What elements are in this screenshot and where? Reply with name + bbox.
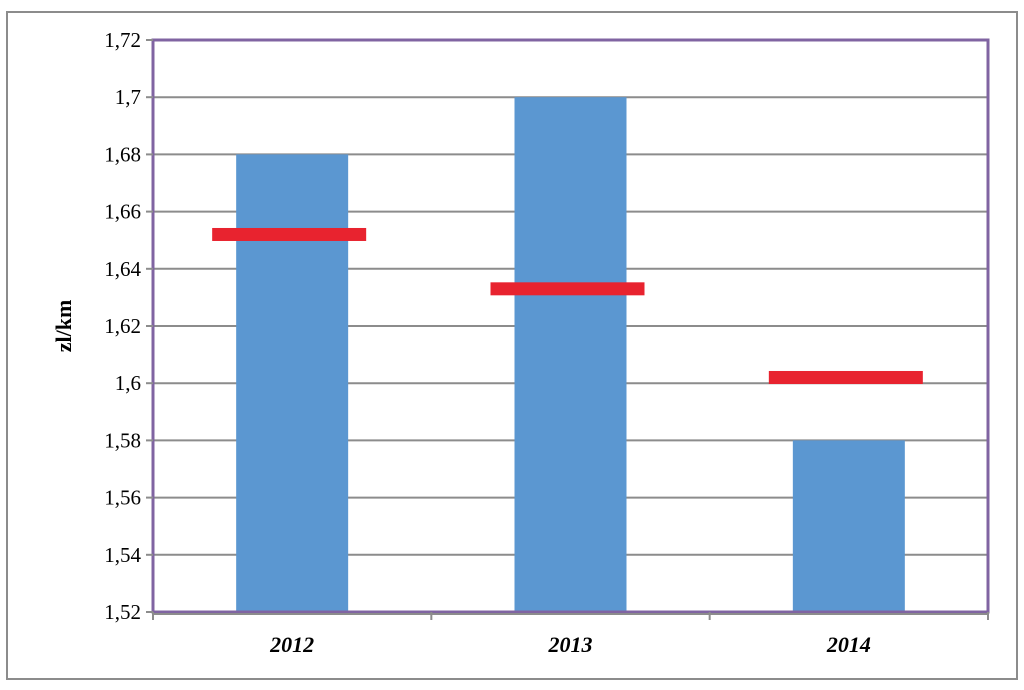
y-tick-label: 1,56 xyxy=(104,486,141,510)
y-tick-label: 1,58 xyxy=(104,428,141,452)
marker-2013 xyxy=(490,282,645,296)
y-tick-label: 1,68 xyxy=(104,142,141,166)
y-tick-label: 1,6 xyxy=(115,371,141,395)
y-tick-label: 1,7 xyxy=(115,85,141,109)
y-tick-label: 1,64 xyxy=(104,257,141,281)
y-tick-label: 1,62 xyxy=(104,314,141,338)
x-tick-label: 2012 xyxy=(269,632,314,657)
x-tick-label: 2013 xyxy=(548,632,593,657)
bar-2012 xyxy=(236,154,349,612)
y-tick-label: 1,52 xyxy=(104,600,141,624)
y-tick-labels: 1,52 1,54 1,56 1,58 1,6 1,62 1,64 1,66 1,68 1,7 1,… xyxy=(104,28,141,624)
y-tick-label: 1,66 xyxy=(104,200,141,224)
y-tick-label: 1,72 xyxy=(104,28,141,52)
x-tick-label: 2014 xyxy=(826,632,871,657)
markers xyxy=(212,227,923,384)
marker-2012 xyxy=(212,227,367,241)
bar-2013 xyxy=(514,97,627,612)
bars xyxy=(236,97,905,612)
y-tick-label: 1,54 xyxy=(104,543,141,567)
x-tick-labels: 2012 2013 2014 xyxy=(269,632,871,657)
y-axis-title: zl/km xyxy=(51,300,76,353)
axes xyxy=(146,39,989,620)
bar-2014 xyxy=(792,440,905,612)
marker-2014 xyxy=(768,370,923,384)
